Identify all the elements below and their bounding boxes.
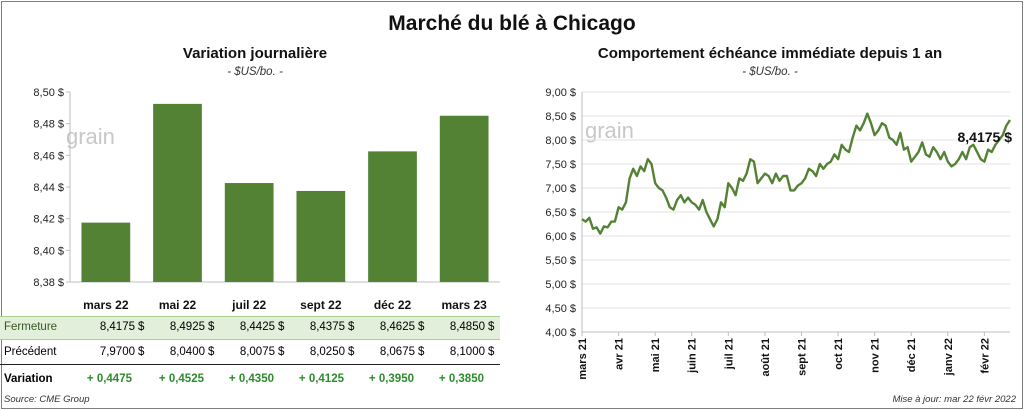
x-category-label: juil 22 [231, 298, 266, 312]
bar [224, 183, 274, 282]
watermark-right: grain [585, 118, 634, 143]
close-unit: $ [138, 321, 145, 333]
close-unit: $ [348, 321, 355, 333]
row-variation-label: Variation [4, 373, 53, 385]
previous-value: 8,0400 [169, 346, 205, 358]
update-note: Mise à jour: mar 22 févr 2022 [892, 394, 1016, 405]
close-value: 8,4925 [169, 321, 205, 333]
x-tick-label: juil 21 [723, 338, 735, 370]
y-tick-label: 8,46 $ [33, 150, 64, 162]
y-tick-label: 8,50 $ [33, 87, 64, 99]
previous-value: 8,0675 [379, 346, 415, 358]
bar [153, 103, 202, 282]
close-unit: $ [418, 321, 425, 333]
close-value: 8,4625 [379, 321, 415, 333]
y-tick-label: 4,50 $ [545, 303, 576, 315]
row-close: Fermeture 8,4175 $ 8,4925 $ 8,4425 $ 8,4375… [0, 316, 500, 340]
row-close-label: Fermeture [4, 321, 58, 333]
y-tick-label: 9,00 $ [545, 87, 576, 99]
previous-unit: $ [348, 346, 355, 358]
bar-chart-unit: - $US/bo. - [227, 66, 283, 78]
y-tick-label: 6,50 $ [545, 207, 576, 219]
y-tick-label: 8,50 $ [545, 111, 576, 123]
x-tick-label: août 21 [760, 338, 772, 377]
y-tick-label: 7,50 $ [545, 159, 576, 171]
x-category-label: mai 22 [159, 298, 197, 312]
y-tick-label: 8,00 $ [545, 135, 576, 147]
y-tick-label: 8,40 $ [33, 245, 64, 257]
y-tick-label: 5,00 $ [545, 279, 576, 291]
page-title: Marché du blé à Chicago [388, 12, 636, 35]
close-unit: $ [488, 321, 495, 333]
line-chart: grain 4,00 $ 4,50 $ 5,00 $ 5,50 $ 6,00 $ 6,50… [545, 87, 1013, 380]
x-tick-label: déc 21 [906, 338, 918, 372]
variation-value: + 0,3850 [438, 373, 484, 385]
y-tick-label: 5,50 $ [545, 255, 576, 267]
previous-value: 7,9700 [99, 346, 135, 358]
y-tick-label: 8,48 $ [33, 119, 64, 131]
bar [439, 115, 489, 282]
variation-value: + 0,3950 [368, 373, 414, 385]
watermark-left: grain [66, 124, 115, 149]
previous-value: 8,0250 [309, 346, 345, 358]
y-tick-label: 8,44 $ [33, 182, 64, 194]
variation-value: + 0,4125 [298, 373, 344, 385]
row-previous: Précédent 7,9700 $ 8,0400 $ 8,0075 $ 8,0250… [0, 342, 500, 365]
y-tick-label: 6,00 $ [545, 231, 576, 243]
x-tick-label: mars 21 [577, 338, 589, 380]
previous-unit: $ [278, 346, 285, 358]
x-tick-label: avr 21 [614, 338, 626, 370]
x-tick-label: oct 21 [833, 338, 845, 370]
line-chart-title: Comportement échéance immédiate depuis 1… [597, 45, 943, 62]
previous-unit: $ [138, 346, 145, 358]
bar [296, 190, 346, 282]
source-note: Source: CME Group [4, 394, 90, 405]
last-value-label: 8,4175 $ [958, 129, 1013, 145]
y-tick-label: 4,00 $ [545, 327, 576, 339]
close-value: 8,4375 [309, 321, 345, 333]
previous-value: 8,1000 [449, 346, 485, 358]
x-category-label: déc 22 [374, 298, 412, 312]
x-tick-label: févr 22 [979, 338, 991, 373]
variation-value: + 0,4350 [228, 373, 274, 385]
x-category-label: mars 22 [83, 298, 129, 312]
close-value: 8,4175 [99, 321, 135, 333]
previous-unit: $ [488, 346, 495, 358]
close-value: 8,4850 [449, 321, 485, 333]
x-tick-label: sept 21 [796, 338, 808, 376]
row-variation: Variation + 0,4475 + 0,4525 + 0,4350 + 0… [0, 369, 500, 391]
x-tick-label: nov 21 [870, 338, 882, 373]
previous-unit: $ [418, 346, 425, 358]
bar [368, 151, 417, 282]
close-unit: $ [208, 321, 215, 333]
x-tick-label: mai 21 [650, 338, 662, 372]
row-previous-label: Précédent [4, 346, 57, 358]
close-unit: $ [278, 321, 285, 333]
y-tick-label: 8,38 $ [33, 277, 64, 289]
y-tick-label: 8,42 $ [33, 214, 64, 226]
x-tick-label: juin 21 [687, 338, 699, 374]
close-value: 8,4425 [239, 321, 275, 333]
line-chart-unit: - $US/bo. - [742, 66, 798, 78]
variation-value: + 0,4475 [86, 373, 132, 385]
bar [81, 222, 131, 282]
x-category-label: sept 22 [300, 298, 342, 312]
price-line [581, 112, 1012, 235]
y-tick-label: 7,00 $ [545, 183, 576, 195]
x-tick-label: janv 22 [943, 338, 955, 376]
x-category-label: mars 23 [441, 298, 487, 312]
previous-unit: $ [208, 346, 215, 358]
bar-chart-title: Variation journalière [182, 45, 328, 62]
variation-value: + 0,4525 [158, 373, 204, 385]
bar-chart: grain 8,38 $ 8,40 $ 8,42 $ 8,44 $ 8,46 $ 8,48… [33, 87, 500, 312]
previous-value: 8,0075 [239, 346, 275, 358]
